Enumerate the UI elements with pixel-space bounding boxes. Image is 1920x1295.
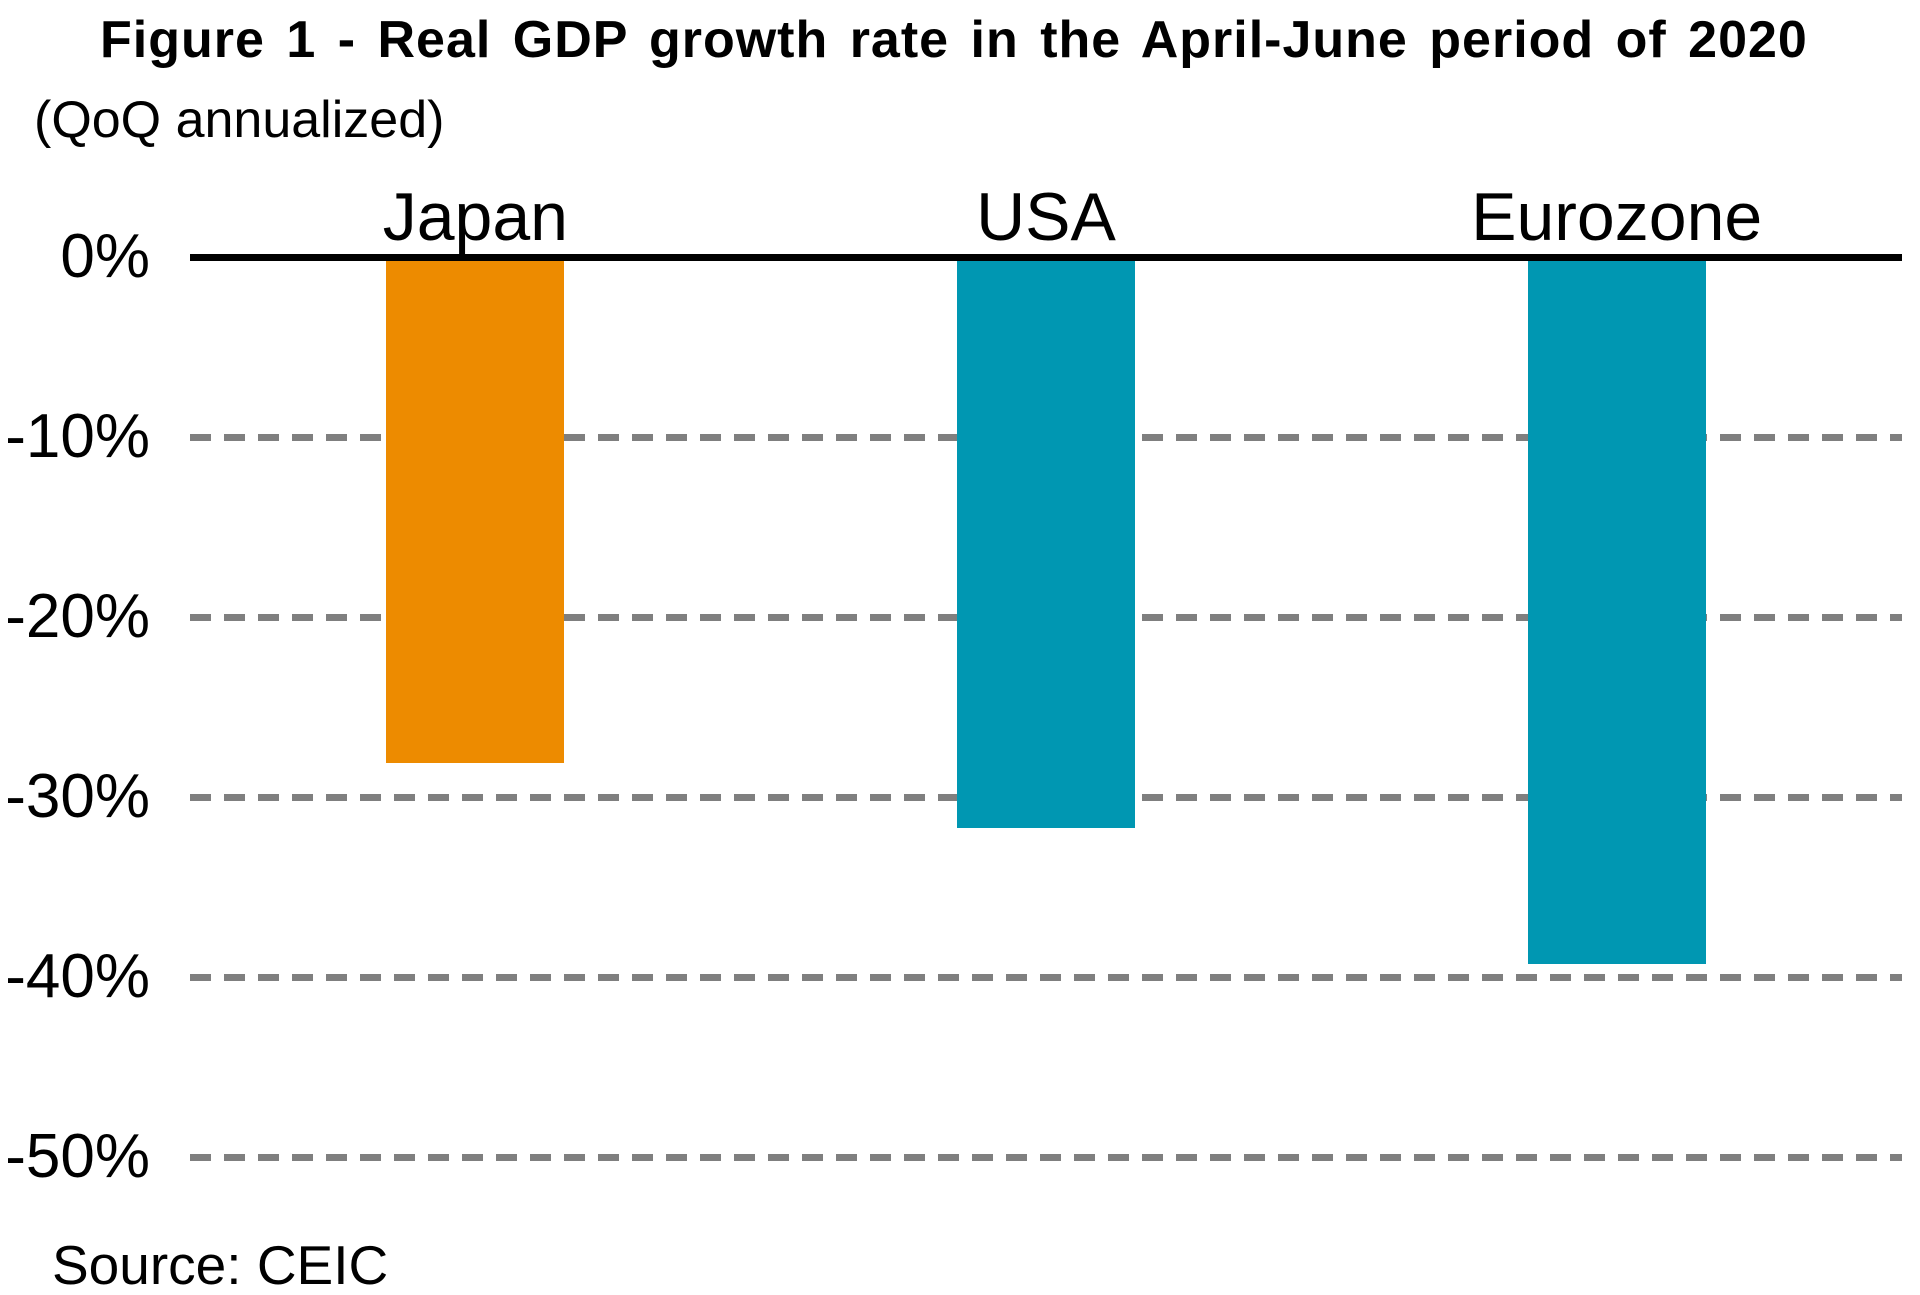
chart-subtitle: (QoQ annualized) bbox=[34, 91, 445, 149]
category-label-usa: USA bbox=[976, 179, 1116, 255]
bar-usa bbox=[957, 261, 1135, 828]
bar-japan bbox=[386, 261, 565, 763]
zero-axis-line bbox=[190, 254, 1902, 261]
category-label-japan: Japan bbox=[382, 179, 568, 255]
gridline--40% bbox=[190, 974, 1902, 981]
source-note: Source: CEIC bbox=[52, 1234, 389, 1295]
y-tick-label--40%: -40% bbox=[5, 942, 150, 1011]
gridline--50% bbox=[190, 1154, 1902, 1161]
y-tick-label--30%: -30% bbox=[5, 762, 150, 831]
y-tick-label--20%: -20% bbox=[5, 582, 150, 651]
category-label-eurozone: Eurozone bbox=[1471, 179, 1763, 255]
y-tick-label--50%: -50% bbox=[5, 1122, 150, 1191]
y-tick-label-0%: 0% bbox=[60, 222, 150, 291]
y-tick-label--10%: -10% bbox=[5, 402, 150, 471]
chart-title: Figure 1 - Real GDP growth rate in the A… bbox=[100, 11, 1808, 69]
bar-eurozone bbox=[1527, 261, 1706, 965]
